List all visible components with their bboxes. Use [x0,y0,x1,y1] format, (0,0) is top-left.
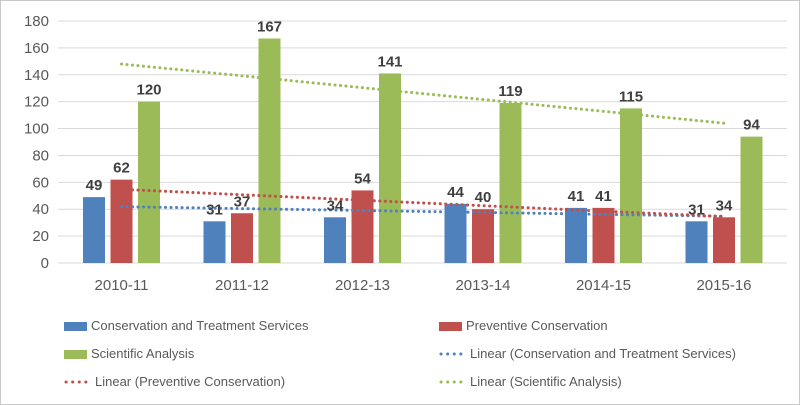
y-axis-tick-label: 20 [32,228,49,245]
data-label: 34 [327,197,344,214]
bar-series1-cat2 [351,190,374,263]
bar-series0-cat1 [203,221,226,263]
y-axis-tick-label: 40 [32,201,49,218]
data-label: 41 [595,188,612,205]
data-label: 49 [86,177,103,194]
bar-series2-cat1 [258,38,281,263]
data-label: 62 [113,160,130,177]
y-axis-tick-label: 0 [41,255,49,272]
trendline-0 [120,205,726,218]
x-axis-label: 2010-11 [95,277,149,294]
data-label: 31 [206,201,223,218]
bar-series2-cat4 [620,108,642,263]
bar-series0-cat3 [444,203,467,263]
data-label: 94 [743,117,760,134]
y-axis-tick-label: 60 [32,174,49,191]
bar-series1-cat4 [592,207,615,263]
bar-series1-cat3 [472,209,494,263]
y-axis-tick-label: 140 [24,67,49,84]
bar-series1-cat0 [110,179,133,263]
x-axis-label: 2015-16 [696,277,751,294]
y-axis-tick-label: 180 [24,13,49,30]
trendline-1 [120,187,726,219]
trendline-2 [120,62,726,125]
data-label: 41 [568,188,585,205]
data-label: 167 [257,18,282,35]
data-label: 34 [716,197,733,214]
data-label: 40 [475,189,492,206]
data-label: 31 [688,201,705,218]
x-axis-label: 2011-12 [215,277,269,294]
bar-series1-cat5 [713,217,735,263]
x-axis-label: 2012-13 [335,277,390,294]
data-label: 141 [377,53,402,70]
bar-series0-cat4 [565,207,587,263]
bar-series2-cat2 [379,73,401,263]
bar-series0-cat0 [83,197,105,263]
x-axis-label: 2014-15 [576,277,631,294]
bar-series0-cat2 [324,217,346,263]
y-axis-tick-label: 100 [24,121,49,138]
data-label: 120 [136,82,161,99]
data-label: 37 [234,193,251,210]
data-label: 44 [447,184,464,201]
bar-series2-cat3 [499,103,522,263]
data-label: 115 [619,88,643,105]
y-axis-tick-label: 120 [24,94,49,111]
bar-series2-cat5 [740,136,763,263]
data-label: 54 [354,170,371,187]
data-label: 119 [498,83,522,100]
bar-series1-cat1 [231,213,253,263]
y-axis-tick-label: 80 [32,147,49,164]
bar-series0-cat5 [685,221,708,263]
x-axis-label: 2013-14 [455,277,510,294]
y-axis-tick-label: 160 [24,40,49,57]
bar-series2-cat0 [138,101,160,264]
